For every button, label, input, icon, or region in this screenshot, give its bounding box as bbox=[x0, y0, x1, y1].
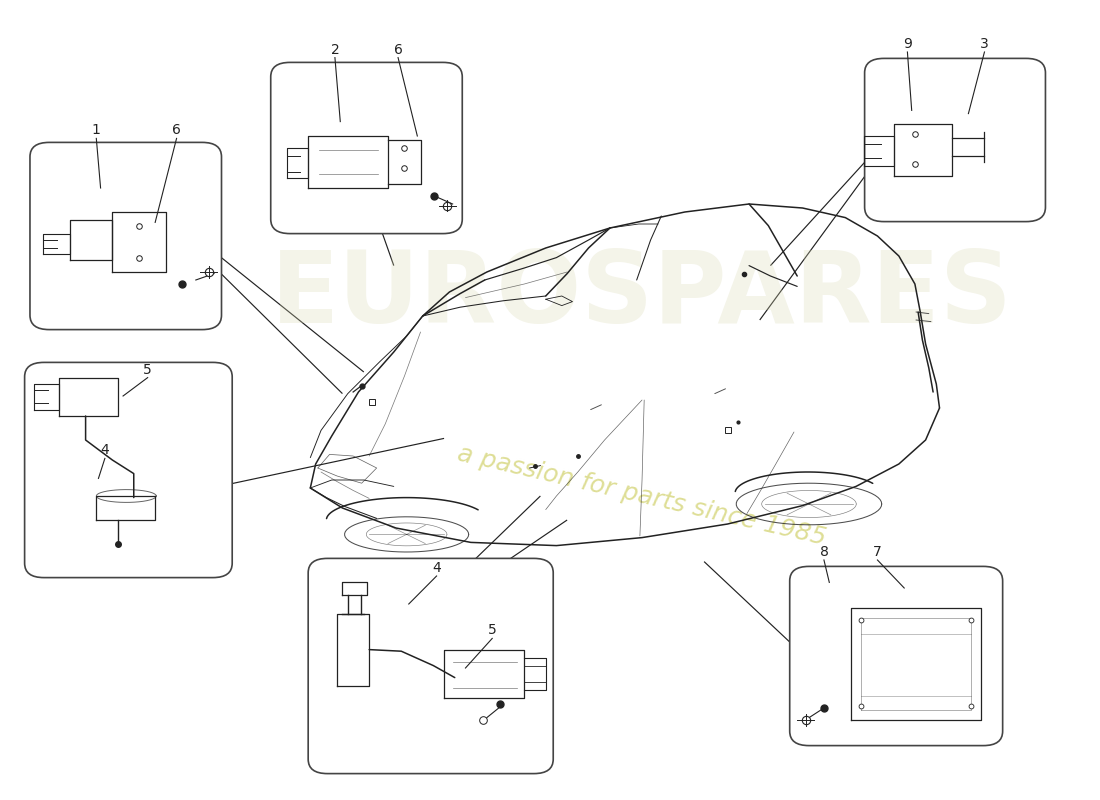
Text: 7: 7 bbox=[873, 545, 882, 559]
Text: 2: 2 bbox=[331, 42, 339, 57]
Text: 9: 9 bbox=[903, 37, 912, 51]
Text: 8: 8 bbox=[820, 545, 828, 559]
Text: 5: 5 bbox=[488, 623, 496, 638]
Text: 6: 6 bbox=[172, 123, 182, 138]
Text: 6: 6 bbox=[394, 42, 403, 57]
Text: 1: 1 bbox=[92, 123, 101, 138]
Text: 5: 5 bbox=[143, 362, 152, 377]
FancyBboxPatch shape bbox=[308, 558, 553, 774]
FancyBboxPatch shape bbox=[24, 362, 232, 578]
FancyBboxPatch shape bbox=[865, 58, 1045, 222]
FancyBboxPatch shape bbox=[790, 566, 1002, 746]
FancyBboxPatch shape bbox=[271, 62, 462, 234]
Text: EUROSPARES: EUROSPARES bbox=[271, 247, 1013, 345]
Text: a passion for parts since 1985: a passion for parts since 1985 bbox=[455, 442, 828, 550]
Text: 4: 4 bbox=[100, 443, 109, 458]
Text: 4: 4 bbox=[432, 561, 441, 575]
FancyBboxPatch shape bbox=[30, 142, 221, 330]
Text: 3: 3 bbox=[980, 37, 989, 51]
